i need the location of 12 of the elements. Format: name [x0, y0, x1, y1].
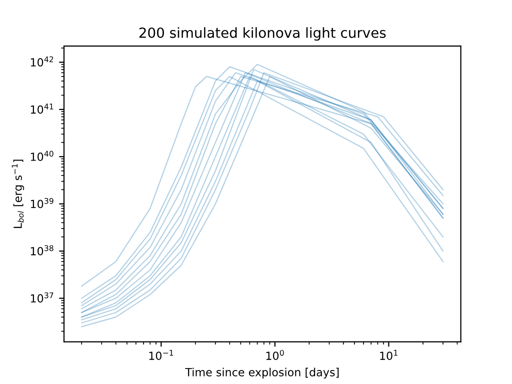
y-tick-label: 10$^{41}$ [30, 104, 54, 114]
y-tick-label: 10$^{40}$ [30, 150, 54, 161]
x-tick-label: 10$^{1}$ [380, 350, 398, 360]
y-tick-label: 10$^{38}$ [30, 245, 54, 256]
x-tick-label: 10$^{−1}$ [149, 350, 174, 360]
y-axis-title: L$_{bol}$ [erg s$^{−1}$] [12, 160, 24, 228]
x-axis-title: Time since explosion [days] [185, 368, 339, 379]
y-tick-label: 10$^{39}$ [30, 198, 54, 208]
y-tick-label: 10$^{42}$ [30, 56, 54, 67]
x-tick-label: 10$^{0}$ [266, 350, 284, 360]
chart-title: 200 simulated kilonova light curves [139, 27, 386, 41]
y-tick-label: 10$^{37}$ [30, 292, 54, 303]
